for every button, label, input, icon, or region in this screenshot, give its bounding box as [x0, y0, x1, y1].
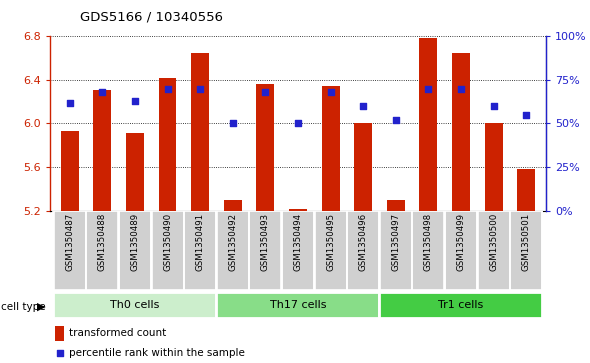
- Bar: [484, 123, 503, 211]
- FancyBboxPatch shape: [510, 211, 542, 290]
- Text: GSM1350496: GSM1350496: [359, 213, 368, 271]
- Point: [195, 86, 205, 91]
- Bar: [517, 169, 535, 211]
- FancyBboxPatch shape: [86, 211, 118, 290]
- Text: percentile rank within the sample: percentile rank within the sample: [69, 348, 245, 358]
- Bar: [452, 53, 470, 211]
- Text: cell type: cell type: [1, 302, 46, 312]
- Text: GSM1350490: GSM1350490: [163, 213, 172, 271]
- Text: GSM1350498: GSM1350498: [424, 213, 433, 271]
- Text: GDS5166 / 10340556: GDS5166 / 10340556: [80, 11, 222, 24]
- Point: [228, 121, 237, 126]
- FancyBboxPatch shape: [379, 292, 542, 318]
- Point: [456, 86, 466, 91]
- Bar: [93, 90, 112, 211]
- FancyBboxPatch shape: [54, 211, 86, 290]
- Bar: [159, 78, 176, 211]
- Text: GSM1350493: GSM1350493: [261, 213, 270, 271]
- Bar: [191, 53, 209, 211]
- Point: [65, 99, 74, 105]
- FancyBboxPatch shape: [282, 211, 314, 290]
- Text: GSM1350489: GSM1350489: [130, 213, 139, 271]
- Text: GSM1350488: GSM1350488: [98, 213, 107, 271]
- FancyBboxPatch shape: [217, 292, 379, 318]
- FancyBboxPatch shape: [478, 211, 510, 290]
- Text: GSM1350501: GSM1350501: [522, 213, 530, 271]
- FancyBboxPatch shape: [412, 211, 444, 290]
- FancyBboxPatch shape: [217, 211, 249, 290]
- Text: GSM1350499: GSM1350499: [457, 213, 466, 271]
- Text: GSM1350494: GSM1350494: [293, 213, 303, 271]
- Point: [359, 103, 368, 109]
- Point: [293, 121, 303, 126]
- Text: Th0 cells: Th0 cells: [110, 300, 160, 310]
- Text: Th17 cells: Th17 cells: [270, 300, 326, 310]
- Point: [163, 86, 172, 91]
- Bar: [55, 326, 64, 341]
- Bar: [224, 200, 242, 211]
- Bar: [126, 133, 144, 211]
- Point: [391, 117, 401, 123]
- Bar: [419, 38, 437, 211]
- FancyBboxPatch shape: [250, 211, 281, 290]
- FancyBboxPatch shape: [380, 211, 412, 290]
- FancyBboxPatch shape: [54, 292, 217, 318]
- Point: [326, 89, 335, 95]
- Bar: [61, 131, 78, 211]
- Point: [424, 86, 433, 91]
- FancyBboxPatch shape: [314, 211, 346, 290]
- Text: GSM1350497: GSM1350497: [391, 213, 400, 271]
- FancyBboxPatch shape: [152, 211, 183, 290]
- Bar: [387, 200, 405, 211]
- Point: [261, 89, 270, 95]
- FancyBboxPatch shape: [445, 211, 477, 290]
- Text: GSM1350491: GSM1350491: [196, 213, 205, 271]
- Text: transformed count: transformed count: [69, 329, 166, 338]
- Text: ▶: ▶: [37, 302, 45, 312]
- Point: [379, 249, 388, 255]
- Point: [522, 112, 531, 118]
- Point: [97, 89, 107, 95]
- Text: GSM1350495: GSM1350495: [326, 213, 335, 271]
- FancyBboxPatch shape: [119, 211, 151, 290]
- Point: [130, 98, 140, 104]
- Bar: [354, 123, 372, 211]
- Text: GSM1350487: GSM1350487: [65, 213, 74, 271]
- Text: GSM1350492: GSM1350492: [228, 213, 237, 271]
- Point: [489, 103, 499, 109]
- Bar: [289, 209, 307, 211]
- Text: GSM1350500: GSM1350500: [489, 213, 498, 271]
- FancyBboxPatch shape: [347, 211, 379, 290]
- FancyBboxPatch shape: [184, 211, 216, 290]
- Text: Tr1 cells: Tr1 cells: [438, 300, 484, 310]
- Bar: [322, 86, 339, 211]
- Bar: [257, 84, 274, 211]
